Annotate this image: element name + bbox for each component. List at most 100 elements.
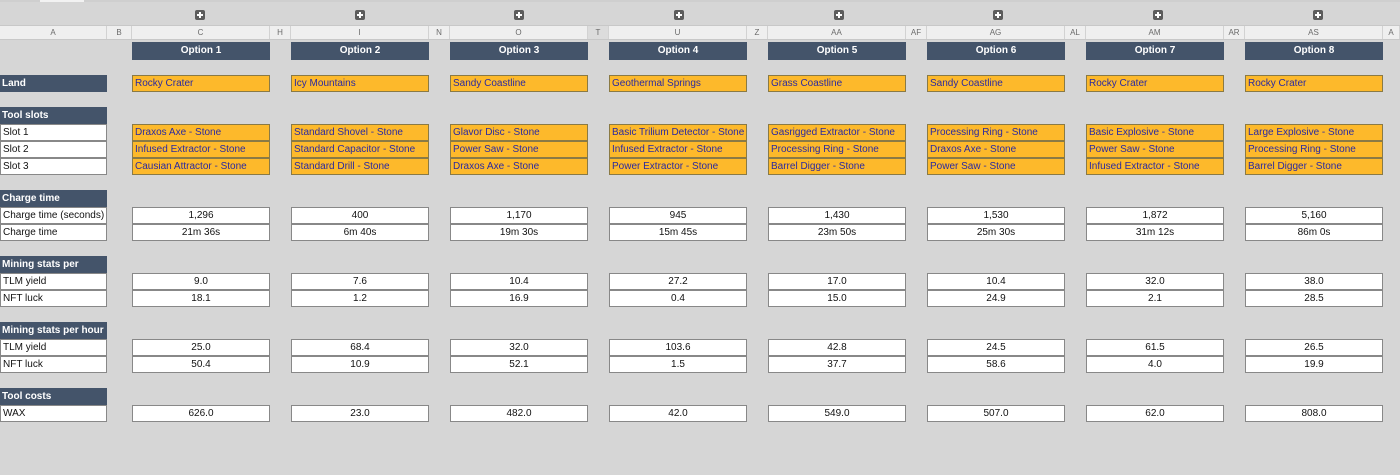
charge-nft-cell[interactable]: 28.5 [1245,290,1383,307]
hour-nft-cell[interactable]: 1.5 [609,356,747,373]
hour-nft-cell[interactable]: 52.1 [450,356,588,373]
expand-group-icon[interactable] [355,10,365,20]
wax-cost-cell[interactable]: 23.0 [291,405,429,422]
slot-3-cell[interactable]: Causian Attractor - Stone [132,158,270,175]
section-land[interactable]: Land [0,75,107,92]
row-label-slot-2[interactable]: Slot 2 [0,141,107,158]
charge-tlm-cell[interactable]: 9.0 [132,273,270,290]
option-header[interactable]: Option 3 [450,42,588,60]
charge-time-cell[interactable]: 31m 12s [1086,224,1224,241]
hour-tlm-cell[interactable]: 24.5 [927,339,1065,356]
slot-2-cell[interactable]: Processing Ring - Stone [1245,141,1383,158]
option-header[interactable]: Option 6 [927,42,1065,60]
hour-tlm-cell[interactable]: 32.0 [450,339,588,356]
expand-group-icon[interactable] [1313,10,1323,20]
land-cell[interactable]: Icy Mountains [291,75,429,92]
column-header[interactable]: A [1383,26,1400,39]
hour-tlm-cell[interactable]: 68.4 [291,339,429,356]
hour-nft-cell[interactable]: 4.0 [1086,356,1224,373]
charge-time-cell[interactable]: 21m 36s [132,224,270,241]
column-header[interactable]: Z [747,26,768,39]
slot-3-cell[interactable]: Power Saw - Stone [927,158,1065,175]
land-cell[interactable]: Geothermal Springs [609,75,747,92]
expand-group-icon[interactable] [674,10,684,20]
charge-seconds-cell[interactable]: 1,430 [768,207,906,224]
slot-2-cell[interactable]: Draxos Axe - Stone [927,141,1065,158]
slot-3-cell[interactable]: Infused Extractor - Stone [1086,158,1224,175]
column-header[interactable]: B [107,26,132,39]
slot-3-cell[interactable]: Draxos Axe - Stone [450,158,588,175]
row-label-hour-tlm[interactable]: TLM yield [0,339,107,356]
slot-3-cell[interactable]: Standard Drill - Stone [291,158,429,175]
row-label-charge-seconds[interactable]: Charge time (seconds) [0,207,107,224]
slot-1-cell[interactable]: Basic Trilium Detector - Stone [609,124,747,141]
slot-1-cell[interactable]: Gasrigged Extractor - Stone [768,124,906,141]
hour-tlm-cell[interactable]: 25.0 [132,339,270,356]
charge-seconds-cell[interactable]: 1,296 [132,207,270,224]
section-tool-costs[interactable]: Tool costs [0,388,107,405]
row-label-charge-time[interactable]: Charge time [0,224,107,241]
charge-nft-cell[interactable]: 1.2 [291,290,429,307]
wax-cost-cell[interactable]: 626.0 [132,405,270,422]
section-mining-per-hour[interactable]: Mining stats per hour [0,322,107,339]
slot-2-cell[interactable]: Standard Capacitor - Stone [291,141,429,158]
slot-1-cell[interactable]: Standard Shovel - Stone [291,124,429,141]
expand-group-icon[interactable] [514,10,524,20]
slot-3-cell[interactable]: Barrel Digger - Stone [768,158,906,175]
section-tool-slots[interactable]: Tool slots [0,107,107,124]
charge-time-cell[interactable]: 15m 45s [609,224,747,241]
option-header[interactable]: Option 4 [609,42,747,60]
land-cell[interactable]: Grass Coastline [768,75,906,92]
wax-cost-cell[interactable]: 507.0 [927,405,1065,422]
column-header[interactable]: AA [768,26,906,39]
expand-group-icon[interactable] [195,10,205,20]
charge-nft-cell[interactable]: 18.1 [132,290,270,307]
charge-time-cell[interactable]: 25m 30s [927,224,1065,241]
option-header[interactable]: Option 8 [1245,42,1383,60]
section-mining-per-charge[interactable]: Mining stats per charge [0,256,107,287]
column-header[interactable]: AL [1065,26,1086,39]
charge-nft-cell[interactable]: 15.0 [768,290,906,307]
hour-nft-cell[interactable]: 37.7 [768,356,906,373]
row-label-slot-3[interactable]: Slot 3 [0,158,107,175]
expand-group-icon[interactable] [834,10,844,20]
section-charge-time[interactable]: Charge time [0,190,107,207]
land-cell[interactable]: Rocky Crater [1245,75,1383,92]
charge-seconds-cell[interactable]: 5,160 [1245,207,1383,224]
charge-tlm-cell[interactable]: 32.0 [1086,273,1224,290]
column-header[interactable]: C [132,26,270,39]
column-header[interactable]: O [450,26,588,39]
slot-3-cell[interactable]: Power Extractor - Stone [609,158,747,175]
option-header[interactable]: Option 7 [1086,42,1224,60]
charge-nft-cell[interactable]: 0.4 [609,290,747,307]
column-header[interactable]: AM [1086,26,1224,39]
row-label-charge-tlm[interactable]: TLM yield [0,273,107,290]
charge-tlm-cell[interactable]: 7.6 [291,273,429,290]
row-label-wax[interactable]: WAX [0,405,107,422]
land-cell[interactable]: Rocky Crater [132,75,270,92]
charge-tlm-cell[interactable]: 10.4 [450,273,588,290]
column-header[interactable]: T [588,26,609,39]
charge-tlm-cell[interactable]: 10.4 [927,273,1065,290]
hour-nft-cell[interactable]: 50.4 [132,356,270,373]
slot-3-cell[interactable]: Barrel Digger - Stone [1245,158,1383,175]
row-label-slot-1[interactable]: Slot 1 [0,124,107,141]
charge-tlm-cell[interactable]: 27.2 [609,273,747,290]
column-header[interactable]: N [429,26,450,39]
option-header[interactable]: Option 5 [768,42,906,60]
wax-cost-cell[interactable]: 549.0 [768,405,906,422]
slot-1-cell[interactable]: Large Explosive - Stone [1245,124,1383,141]
charge-tlm-cell[interactable]: 38.0 [1245,273,1383,290]
hour-tlm-cell[interactable]: 26.5 [1245,339,1383,356]
slot-2-cell[interactable]: Infused Extractor - Stone [132,141,270,158]
option-header[interactable]: Option 1 [132,42,270,60]
wax-cost-cell[interactable]: 42.0 [609,405,747,422]
wax-cost-cell[interactable]: 808.0 [1245,405,1383,422]
hour-nft-cell[interactable]: 10.9 [291,356,429,373]
slot-1-cell[interactable]: Processing Ring - Stone [927,124,1065,141]
slot-2-cell[interactable]: Processing Ring - Stone [768,141,906,158]
column-header[interactable]: A [0,26,107,39]
charge-seconds-cell[interactable]: 400 [291,207,429,224]
charge-nft-cell[interactable]: 2.1 [1086,290,1224,307]
column-header[interactable]: AF [906,26,927,39]
